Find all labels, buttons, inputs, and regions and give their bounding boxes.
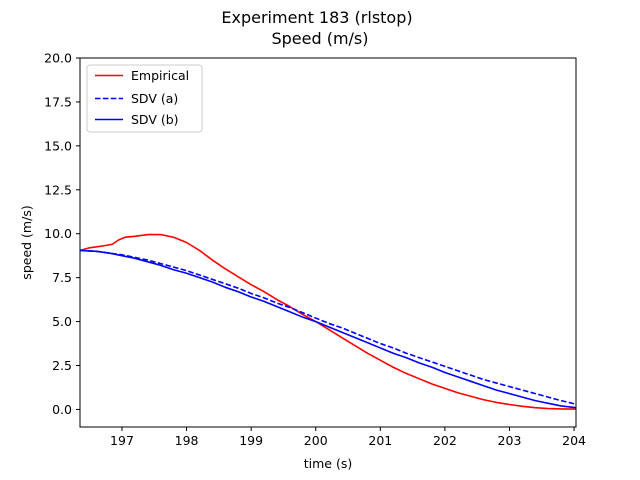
x-axis-label: time (s) [304,456,352,471]
chart-subtitle: Speed (m/s) [271,29,368,48]
x-tick-label: 203 [498,433,522,448]
y-tick-label: 2.5 [52,358,72,373]
chart-title: Experiment 183 (rlstop) [221,8,412,27]
y-tick-label: 10.0 [44,226,72,241]
y-tick-label: 7.5 [52,270,72,285]
y-tick-label: 20.0 [44,51,72,66]
y-tick-label: 5.0 [52,314,72,329]
y-tick-label: 17.5 [44,94,72,109]
series-layer [80,233,576,410]
y-tick-label: 0.0 [52,402,72,417]
y-axis-label: speed (m/s) [19,205,34,279]
x-tick-label: 201 [368,433,392,448]
legend-label-empirical: Empirical [131,68,189,83]
axes-frame [79,57,577,428]
y-tick-label: 12.5 [44,182,72,197]
legend-label-sdv-a: SDV (a) [131,91,178,106]
legend: Empirical SDV (a) SDV (b) [86,64,203,133]
x-tick-label: 200 [304,433,328,448]
series-line-sdv-b [80,249,576,409]
x-tick-label: 197 [110,433,134,448]
y-axis-ticks: 0.0 2.5 5.0 7.5 10.0 12.5 15.0 17.5 20.0 [44,51,80,417]
legend-frame [86,64,203,133]
x-tick-label: 202 [433,433,457,448]
x-axis-ticks: 197 198 199 200 201 202 203 204 [110,427,586,448]
plot-area [80,233,576,410]
x-tick-label: 198 [175,433,199,448]
x-tick-label: 204 [562,433,586,448]
y-tick-label: 15.0 [44,138,72,153]
legend-label-sdv-b: SDV (b) [131,112,179,127]
x-tick-label: 199 [239,433,263,448]
